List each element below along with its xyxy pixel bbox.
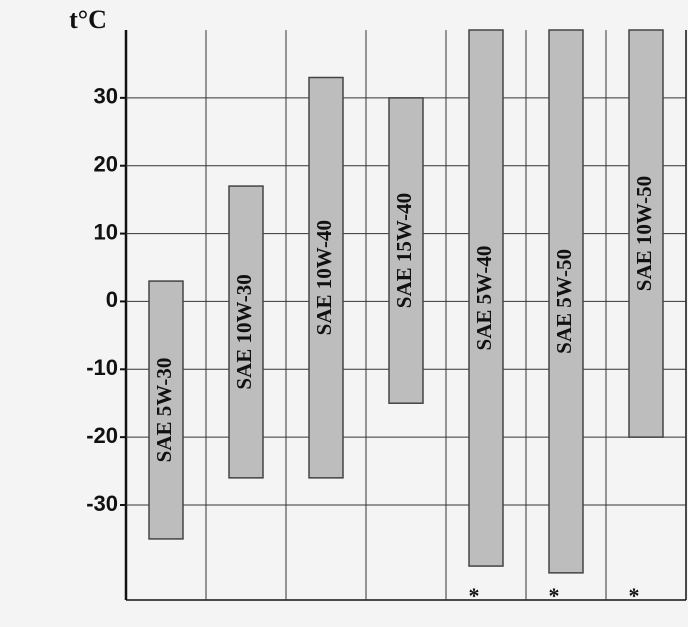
y-tick-label: 30 — [94, 84, 118, 109]
y-tick-label: 10 — [94, 219, 118, 244]
y-tick-label: -10 — [86, 355, 118, 380]
bar — [228, 185, 264, 479]
annotation: * — [469, 583, 480, 608]
bar — [628, 29, 664, 438]
bar — [468, 29, 504, 567]
bar — [388, 97, 424, 404]
y-tick-label: -30 — [86, 491, 118, 516]
y-tick-label: 0 — [106, 287, 118, 312]
bar — [548, 29, 584, 574]
bar-label: SAE 5W-50 — [552, 249, 576, 354]
bar-label: SAE 10W-50 — [632, 176, 656, 291]
bar-label: SAE 10W-40 — [312, 220, 336, 335]
y-tick-label: -20 — [86, 423, 118, 448]
y-axis-label: t°C — [69, 5, 107, 34]
bar — [308, 76, 344, 479]
bar-label: SAE 10W-30 — [232, 274, 256, 389]
annotation: * — [629, 583, 640, 608]
bar — [148, 280, 184, 540]
y-tick-label: 20 — [94, 152, 118, 177]
bar-label: SAE 5W-30 — [152, 358, 176, 463]
bar-label: SAE 5W-40 — [472, 246, 496, 351]
annotation: * — [549, 583, 560, 608]
bar-label: SAE 15W-40 — [392, 193, 416, 308]
